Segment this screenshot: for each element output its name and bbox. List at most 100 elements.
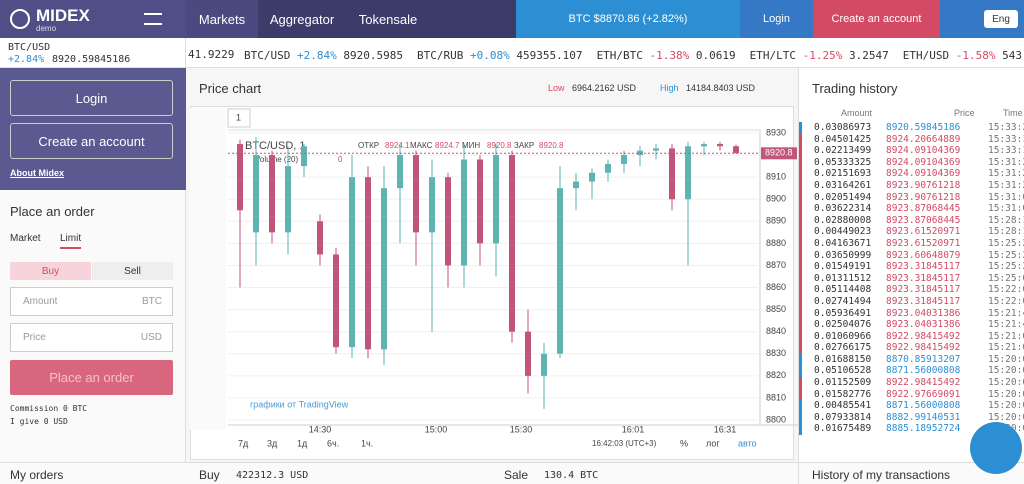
x-tick-label: 16:01 [622,424,645,434]
chat-button[interactable] [970,422,1022,474]
x-tick-label: 14:30 [309,424,332,434]
price-input[interactable]: Price USD [10,323,173,352]
ohlc-label: МАКС [410,141,433,150]
time: 15:33:11 [988,133,1024,145]
range-button[interactable]: 7д [238,438,249,448]
range-button[interactable]: 1д [297,438,308,448]
amount: 0.02151693 [814,168,872,180]
buy-toggle[interactable]: Buy [10,262,91,280]
pair: ETH/USD [902,49,950,62]
ohlc-value: 8920.8 [487,141,512,150]
y-tick-label: 8900 [766,194,786,204]
time: 15:22:03 [988,284,1024,296]
price: 8923.61520971 [886,237,961,249]
ohlc-value: 8924.7 [435,141,460,150]
time: 15:20:03 [988,411,1024,423]
trade-row: 0.02504076 8923.04031386 15:21:46 [799,319,1024,331]
candle-body [365,177,371,350]
column: Time [1003,108,1023,118]
ohlc-value: 8924.1 [385,141,410,150]
trade-row: 0.07933814 8882.99140531 15:20:03 [799,411,1024,424]
amount: 0.01152509 [814,377,872,389]
login-button[interactable]: Login [740,0,813,38]
logo[interactable]: MIDEX [36,6,90,25]
history-title: Trading history [812,81,898,96]
y-tick-label: 8870 [766,260,786,270]
axis-option: % [680,438,688,448]
amount: 0.03650999 [814,249,872,261]
drawing-toolbar [190,108,226,430]
range-button[interactable]: 6ч. [327,438,339,448]
btc-rate-text: BTC $8870.86 (+2.82%) [568,13,688,25]
chart-title: Price chart [199,81,262,96]
ticker-item: ETH/BTC -1.38% 0.0619 [597,49,736,62]
candle-body [285,166,291,233]
candle-body [621,155,627,164]
candle-body [717,144,723,147]
buy-label: Buy [199,468,220,482]
price: 8871.56000808 [886,365,961,377]
trade-row: 0.05333325 8924.09104369 15:31:26 [799,156,1024,169]
price: 8882.99140531 [886,411,961,423]
login-button[interactable]: Login [10,80,173,116]
y-tick-label: 8880 [766,238,786,248]
change: +2.84% [296,49,337,62]
pair-select[interactable]: BTC/USD +2.84% 8920.59845186 [0,38,186,68]
ohlc-value: 8920.8 [539,141,564,150]
price: 8924.20664889 [886,133,961,145]
pair-change: +2.84% [8,54,45,65]
create-button[interactable]: Create an account [813,0,940,38]
amount: 0.03622314 [814,203,872,215]
time: 15:20:03 [988,353,1024,365]
tab[interactable]: Limit [60,233,82,249]
ticker-item: ETH/LTC -1.25% 3.2547 [750,49,889,62]
price: 8923.90761218 [886,191,961,203]
nav-item[interactable]: Markets [186,0,258,38]
amount: 0.01311512 [814,272,872,284]
range-button[interactable]: 3д [267,438,278,448]
axis-option: лог [706,438,720,448]
ticker-bar: BTC/USD +2.84% 8920.59845186 41.9229 BTC… [0,38,1024,68]
nav-item[interactable]: Aggregator [269,11,335,27]
submit[interactable]: Place an order [10,360,173,395]
orders-bar: My orders [0,462,186,484]
amount-input[interactable]: Amount BTC [10,287,173,316]
sell-toggle[interactable]: Sell [92,262,173,280]
time: 15:31:25 [988,179,1024,191]
amount: 0.01549191 [814,261,872,273]
order-panel: Place an order Market Limit Buy Sell Amo… [0,190,186,462]
my-orders[interactable]: My orders [10,468,64,482]
y-tick-label: 8850 [766,304,786,314]
trade-row: 0.00449023 8923.61520971 15:28:10 [799,226,1024,238]
my-history[interactable]: History of my transactions [812,468,951,482]
candle-body [349,177,355,348]
time: 15:21:46 [988,307,1024,319]
price: 8924.09104369 [886,168,961,180]
tab[interactable]: Market [10,233,41,244]
time: 15:31:06 [988,191,1024,203]
volume-value: 0 [338,155,343,164]
trade-row: 0.01582776 8922.97669091 15:20:03 [799,388,1024,401]
ticker-item: BTC/USD +2.84% 8920.5985 [244,49,403,62]
btc-rate[interactable]: BTC $8870.86 (+2.82%) [516,0,740,38]
time: 15:20:03 [988,365,1024,377]
trade-row: 0.04163671 8923.61520971 15:25:24 [799,237,1024,250]
y-tick-label: 8840 [766,326,786,336]
lang-select[interactable]: Eng [984,10,1018,28]
time: 15:25:03 [988,272,1024,284]
interval-select[interactable] [227,108,251,128]
pair: BTC/RUB [416,49,464,62]
candle-body [541,353,547,376]
menu-icon[interactable] [144,13,162,25]
about-link[interactable]: About Midex [10,168,64,178]
create-button[interactable]: Create an account [10,123,173,159]
nav-item[interactable]: Tokensale [358,11,418,27]
my-history-bar: History of my transactions [798,462,1024,484]
order-title: Place an order [10,204,95,219]
x-tick-label: 15:00 [425,424,448,434]
price: 8922.98415492 [886,377,961,389]
range-button[interactable]: 1ч. [361,438,373,448]
y-tick-label: 8860 [766,282,786,292]
trade-row: 0.04501425 8924.20664889 15:33:11 [799,133,1024,146]
